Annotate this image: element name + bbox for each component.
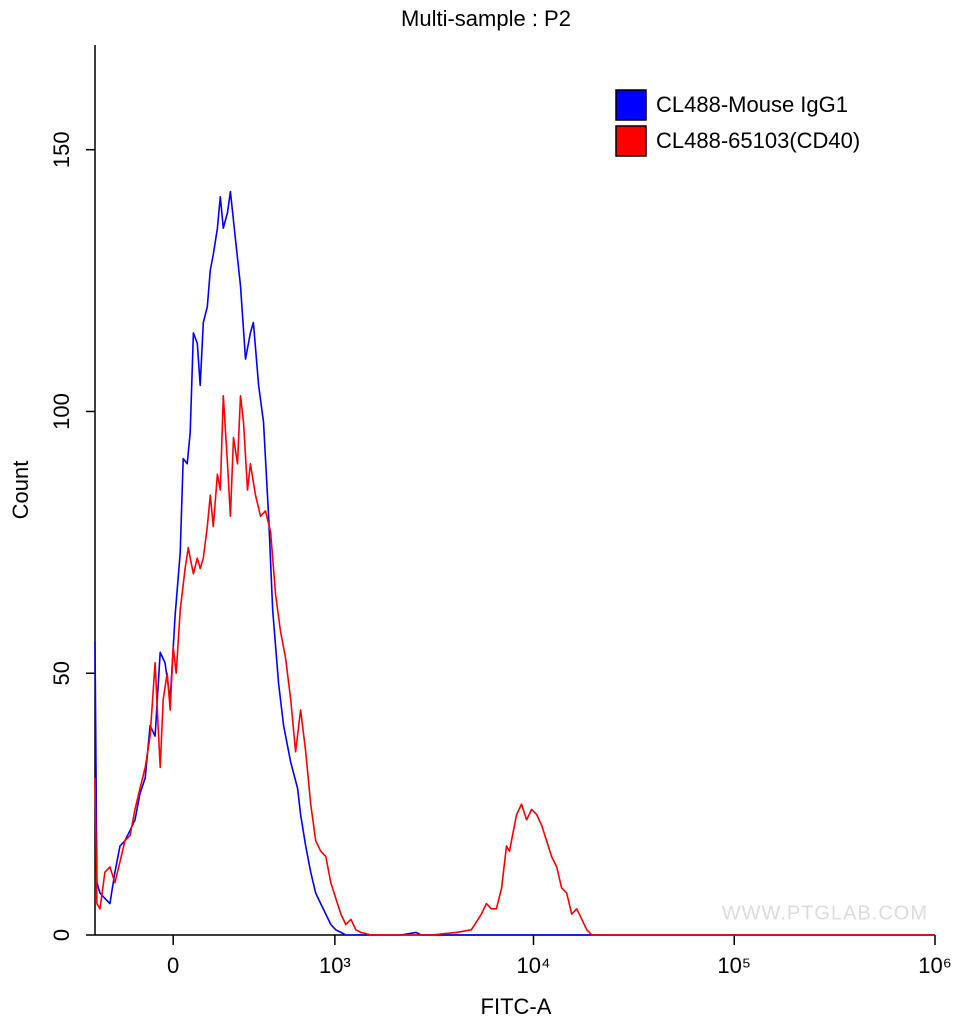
y-axis-label: Count [8, 461, 33, 520]
y-tick-label: 50 [49, 661, 74, 685]
x-tick-label: 10³ [319, 953, 351, 978]
x-tick-label: 0 [167, 953, 179, 978]
x-tick-label: 10⁴ [517, 953, 551, 978]
legend-swatch [615, 89, 647, 121]
chart-title: Multi-sample : P2 [401, 6, 571, 31]
x-axis-label: FITC-A [481, 994, 552, 1019]
x-tick-label: 10⁵ [717, 953, 751, 978]
legend-swatch [615, 125, 647, 157]
y-tick-label: 100 [49, 393, 74, 430]
x-tick-label: 10⁶ [918, 953, 952, 978]
watermark: WWW.PTGLAB.COM [722, 902, 928, 924]
series-line [94, 395, 935, 936]
series-line [94, 190, 935, 936]
legend-label: CL488-65103(CD40) [656, 128, 860, 153]
y-tick-label: 150 [49, 131, 74, 168]
y-tick-label: 0 [49, 929, 74, 941]
legend-label: CL488-Mouse IgG1 [656, 92, 848, 117]
